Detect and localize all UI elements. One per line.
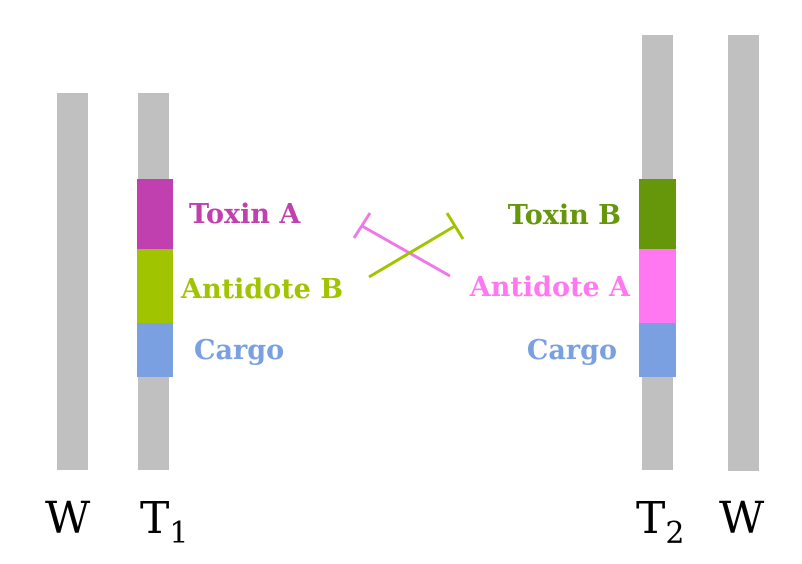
label-antidote-a: Antidote A [469, 272, 631, 303]
label-antidote-b: Antidote B [180, 274, 343, 305]
label-t1-subscript: 1 [169, 516, 188, 551]
label-toxin-a: Toxin A [189, 199, 301, 230]
label-t2: T2 [636, 493, 684, 551]
t1-toxin-a-segment [137, 179, 173, 249]
label-t1-main: T [140, 493, 169, 544]
chromosome-w-right [728, 35, 759, 471]
t1-cargo-segment [137, 323, 173, 377]
label-cargo-right: Cargo [527, 335, 617, 366]
label-w-right: W [719, 493, 765, 544]
label-t1: T1 [140, 493, 188, 551]
t2-toxin-b-segment [639, 179, 676, 249]
label-t2-subscript: 2 [665, 516, 684, 551]
label-w-left: W [45, 493, 91, 544]
t1-antidote-b-segment [137, 249, 173, 323]
antidote-a-inhibits-toxin-a [352, 212, 451, 278]
chromosome-w-left [57, 93, 88, 470]
label-cargo-left: Cargo [194, 335, 284, 366]
t2-cargo-segment [639, 323, 676, 377]
label-toxin-b: Toxin B [508, 200, 621, 231]
antidote-b-inhibits-toxin-b [368, 212, 465, 279]
label-t2-main: T [636, 493, 665, 544]
t2-antidote-a-segment [639, 249, 676, 323]
